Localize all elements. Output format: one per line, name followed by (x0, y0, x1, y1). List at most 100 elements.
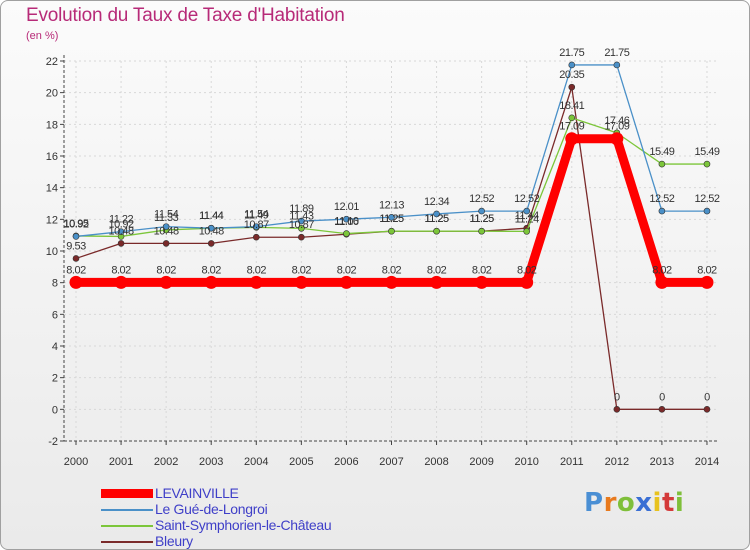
y-tick-label: 2 (52, 373, 58, 385)
data-point-le-gue-de-longroi (388, 213, 395, 221)
x-tick-label: 2009 (469, 456, 493, 468)
data-point-saint-symphorien-le-chateau (703, 160, 711, 168)
data-point-le-gue-de-longroi (252, 223, 260, 230)
data-point-levainville (565, 132, 579, 146)
data-point-saint-symphorien-le-chateau (343, 230, 350, 237)
data-label-saint-symphorien-le-chateau: 10.95 (63, 218, 88, 230)
data-point-levainville (520, 275, 534, 289)
data-point-levainville (339, 275, 353, 289)
x-tick-label: 2007 (379, 456, 403, 468)
data-point-saint-symphorien-le-chateau (478, 227, 485, 235)
data-label-saint-symphorien-le-chateau: 17.46 (604, 115, 629, 127)
legend-label: Le Gué-de-Longroi (155, 501, 268, 517)
data-point-bleury (703, 406, 711, 413)
data-label-bleury: 9.53 (66, 240, 86, 252)
data-label-saint-symphorien-le-chateau: 18.41 (559, 100, 584, 112)
y-tick-label: 0 (52, 404, 58, 416)
data-point-saint-symphorien-le-chateau (523, 228, 531, 235)
data-label-bleury: 11.25 (424, 213, 449, 225)
data-label-le-gue-de-longroi: 11.54 (244, 209, 269, 221)
chart-title: Evolution du Taux de Taxe d'Habitation (26, 5, 345, 26)
series-group (69, 61, 714, 413)
data-label-levainville: 8.02 (156, 264, 176, 276)
data-point-bleury (658, 406, 666, 413)
data-label-levainville: 8.02 (292, 264, 312, 276)
data-label-levainville: 8.02 (382, 264, 402, 276)
data-label-saint-symphorien-le-chateau: 11.49 (244, 209, 269, 221)
y-tick-label: 18 (46, 119, 58, 131)
data-point-bleury (72, 255, 80, 262)
data-point-levainville (159, 275, 173, 289)
data-label-levainville: 8.02 (517, 264, 537, 276)
data-label-bleury: 10.87 (289, 219, 314, 231)
data-label-bleury: 11.25 (379, 213, 404, 225)
data-point-saint-symphorien-le-chateau (433, 227, 440, 235)
x-tick-label: 2005 (289, 456, 313, 468)
data-label-levainville: 8.02 (337, 264, 357, 276)
data-point-bleury (613, 406, 621, 413)
data-point-levainville (69, 275, 83, 289)
data-point-levainville (610, 132, 624, 146)
data-point-le-gue-de-longroi (162, 223, 170, 230)
x-tick-label: 2010 (514, 456, 538, 468)
data-label-bleury: 20.35 (559, 69, 584, 81)
data-label-bleury: 11.44 (515, 210, 540, 222)
data-point-levainville (384, 275, 398, 289)
data-point-bleury (207, 240, 215, 247)
data-label-levainville: 8.02 (247, 264, 267, 276)
proxiti-logo: Proxiti (584, 488, 684, 518)
x-tick-label: 2006 (334, 456, 358, 468)
data-label-saint-symphorien-le-chateau: 11.25 (424, 213, 449, 225)
data-label-levainville: 8.02 (427, 264, 447, 276)
data-label-saint-symphorien-le-chateau: 11.24 (515, 213, 540, 225)
data-label-bleury: 10.48 (154, 225, 179, 237)
logo-letter: t (661, 488, 675, 518)
legend-swatch (101, 541, 153, 543)
data-label-le-gue-de-longroi: 12.52 (694, 193, 719, 205)
data-point-levainville (430, 275, 444, 289)
x-tick-label: 2008 (424, 456, 448, 468)
y-axis-ticks: -2 0 2 4 6 8 10 12 14 16 18 20 22 (46, 56, 64, 448)
data-label-levainville: 17.09 (604, 121, 629, 133)
data-label-saint-symphorien-le-chateau: 11.10 (334, 216, 359, 228)
data-point-levainville (204, 275, 218, 289)
legend-label: LEVAINVILLE (155, 485, 239, 501)
y-tick-label: 12 (46, 214, 58, 226)
x-tick-label: 2014 (695, 456, 719, 468)
data-point-saint-symphorien-le-chateau (568, 114, 576, 122)
y-tick-label: 8 (52, 278, 58, 290)
x-tick-label: 2012 (605, 456, 629, 468)
data-label-le-gue-de-longroi: 12.13 (379, 199, 404, 211)
data-labels: 8.02 8.02 8.02 8.02 8.02 8.02 8.02 8.02 8.02 8.02… (63, 47, 720, 403)
data-label-bleury: 11.25 (470, 213, 495, 225)
data-label-le-gue-de-longroi: 11.22 (109, 214, 134, 226)
data-point-le-gue-de-longroi (298, 217, 305, 225)
data-label-bleury: 10.48 (199, 225, 224, 237)
data-point-saint-symphorien-le-chateau (298, 225, 305, 232)
y-tick-label: 6 (52, 309, 58, 321)
grid-lines (64, 60, 719, 442)
x-tick-label: 2004 (244, 456, 268, 468)
logo-letter: P (584, 488, 604, 518)
data-label-saint-symphorien-le-chateau: 15.49 (694, 146, 719, 158)
data-label-le-gue-de-longroi: 12.34 (424, 196, 449, 208)
data-label-levainville: 8.02 (66, 264, 86, 276)
data-label-le-gue-de-longroi: 10.92 (63, 218, 88, 230)
data-point-le-gue-de-longroi (478, 207, 485, 215)
data-label-le-gue-de-longroi: 12.52 (649, 193, 674, 205)
data-label-bleury: 10.87 (244, 219, 269, 231)
y-tick-label: 16 (46, 151, 58, 163)
data-label-bleury: 0 (659, 391, 665, 403)
data-label-bleury: 11.06 (334, 216, 359, 228)
x-tick-label: 2003 (199, 456, 223, 468)
data-point-bleury (298, 233, 305, 241)
data-point-le-gue-de-longroi (72, 233, 80, 240)
y-tick-label: 22 (46, 56, 58, 68)
data-label-le-gue-de-longroi: 11.54 (154, 209, 179, 221)
data-point-bleury (252, 233, 260, 241)
data-point-levainville (700, 275, 714, 289)
logo-letter: r (603, 488, 617, 518)
y-tick-label: -2 (48, 436, 58, 448)
data-label-bleury: 0 (614, 391, 620, 403)
